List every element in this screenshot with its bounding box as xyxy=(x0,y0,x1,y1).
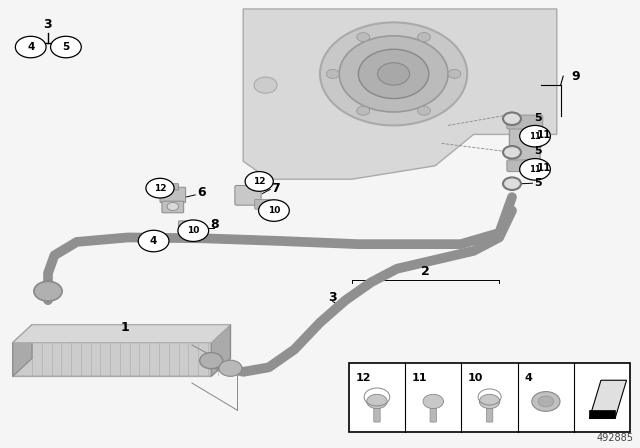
Text: 10: 10 xyxy=(468,373,483,383)
Circle shape xyxy=(178,220,209,241)
FancyBboxPatch shape xyxy=(374,401,380,422)
Circle shape xyxy=(503,177,521,190)
Circle shape xyxy=(184,226,194,233)
FancyBboxPatch shape xyxy=(162,201,184,213)
Polygon shape xyxy=(13,325,230,343)
Text: 6: 6 xyxy=(197,186,206,199)
Circle shape xyxy=(339,36,448,112)
FancyBboxPatch shape xyxy=(255,199,270,209)
FancyBboxPatch shape xyxy=(509,124,540,168)
Text: 11: 11 xyxy=(537,130,551,140)
Text: 5: 5 xyxy=(534,146,541,156)
Text: 5: 5 xyxy=(534,178,541,188)
Polygon shape xyxy=(243,9,557,179)
Circle shape xyxy=(51,36,81,58)
Circle shape xyxy=(15,36,46,58)
Circle shape xyxy=(357,106,369,115)
Text: 1: 1 xyxy=(120,320,129,334)
FancyBboxPatch shape xyxy=(430,401,436,422)
Text: 10: 10 xyxy=(268,206,280,215)
Polygon shape xyxy=(211,325,230,376)
Text: 9: 9 xyxy=(572,69,580,83)
Circle shape xyxy=(259,200,289,221)
Text: 3: 3 xyxy=(328,291,337,305)
Polygon shape xyxy=(589,380,627,418)
Text: 5: 5 xyxy=(62,42,70,52)
Text: 2: 2 xyxy=(421,264,430,278)
Circle shape xyxy=(418,33,430,42)
Polygon shape xyxy=(589,410,615,418)
FancyBboxPatch shape xyxy=(486,401,493,422)
FancyBboxPatch shape xyxy=(507,115,543,129)
Circle shape xyxy=(326,69,339,78)
Circle shape xyxy=(167,202,179,211)
Text: 7: 7 xyxy=(271,181,280,195)
Text: 8: 8 xyxy=(210,218,219,232)
Text: 492885: 492885 xyxy=(596,433,634,443)
FancyBboxPatch shape xyxy=(179,221,199,234)
Text: 4: 4 xyxy=(27,42,35,52)
Text: 10: 10 xyxy=(187,226,200,235)
Text: 5: 5 xyxy=(534,113,541,123)
Circle shape xyxy=(532,392,560,411)
Circle shape xyxy=(146,178,174,198)
Circle shape xyxy=(219,360,242,376)
Circle shape xyxy=(448,69,461,78)
Circle shape xyxy=(138,230,169,252)
Circle shape xyxy=(520,125,550,147)
Circle shape xyxy=(200,353,223,369)
Polygon shape xyxy=(13,325,230,376)
Circle shape xyxy=(245,172,273,191)
Text: 4: 4 xyxy=(150,236,157,246)
Text: 12: 12 xyxy=(253,177,266,186)
Circle shape xyxy=(538,396,554,407)
Circle shape xyxy=(423,394,444,409)
Circle shape xyxy=(254,77,277,93)
Circle shape xyxy=(367,394,387,409)
Circle shape xyxy=(503,146,521,159)
FancyBboxPatch shape xyxy=(257,179,268,186)
Text: 3: 3 xyxy=(44,18,52,31)
FancyBboxPatch shape xyxy=(167,184,179,190)
Circle shape xyxy=(358,49,429,99)
Circle shape xyxy=(479,394,500,409)
Circle shape xyxy=(503,112,521,125)
Circle shape xyxy=(320,22,467,125)
Text: 11: 11 xyxy=(529,165,541,174)
Text: 4: 4 xyxy=(524,373,532,383)
FancyBboxPatch shape xyxy=(507,160,543,172)
Polygon shape xyxy=(13,325,32,376)
Text: 11: 11 xyxy=(412,373,427,383)
Circle shape xyxy=(418,106,430,115)
Circle shape xyxy=(357,33,370,42)
Circle shape xyxy=(520,159,550,180)
Text: 12: 12 xyxy=(355,373,371,383)
FancyBboxPatch shape xyxy=(160,187,186,202)
Text: 11: 11 xyxy=(529,132,541,141)
FancyBboxPatch shape xyxy=(235,185,261,205)
Text: 12: 12 xyxy=(154,184,166,193)
Text: 11: 11 xyxy=(537,163,551,173)
Circle shape xyxy=(34,281,62,301)
Circle shape xyxy=(378,63,410,85)
FancyBboxPatch shape xyxy=(349,363,630,432)
